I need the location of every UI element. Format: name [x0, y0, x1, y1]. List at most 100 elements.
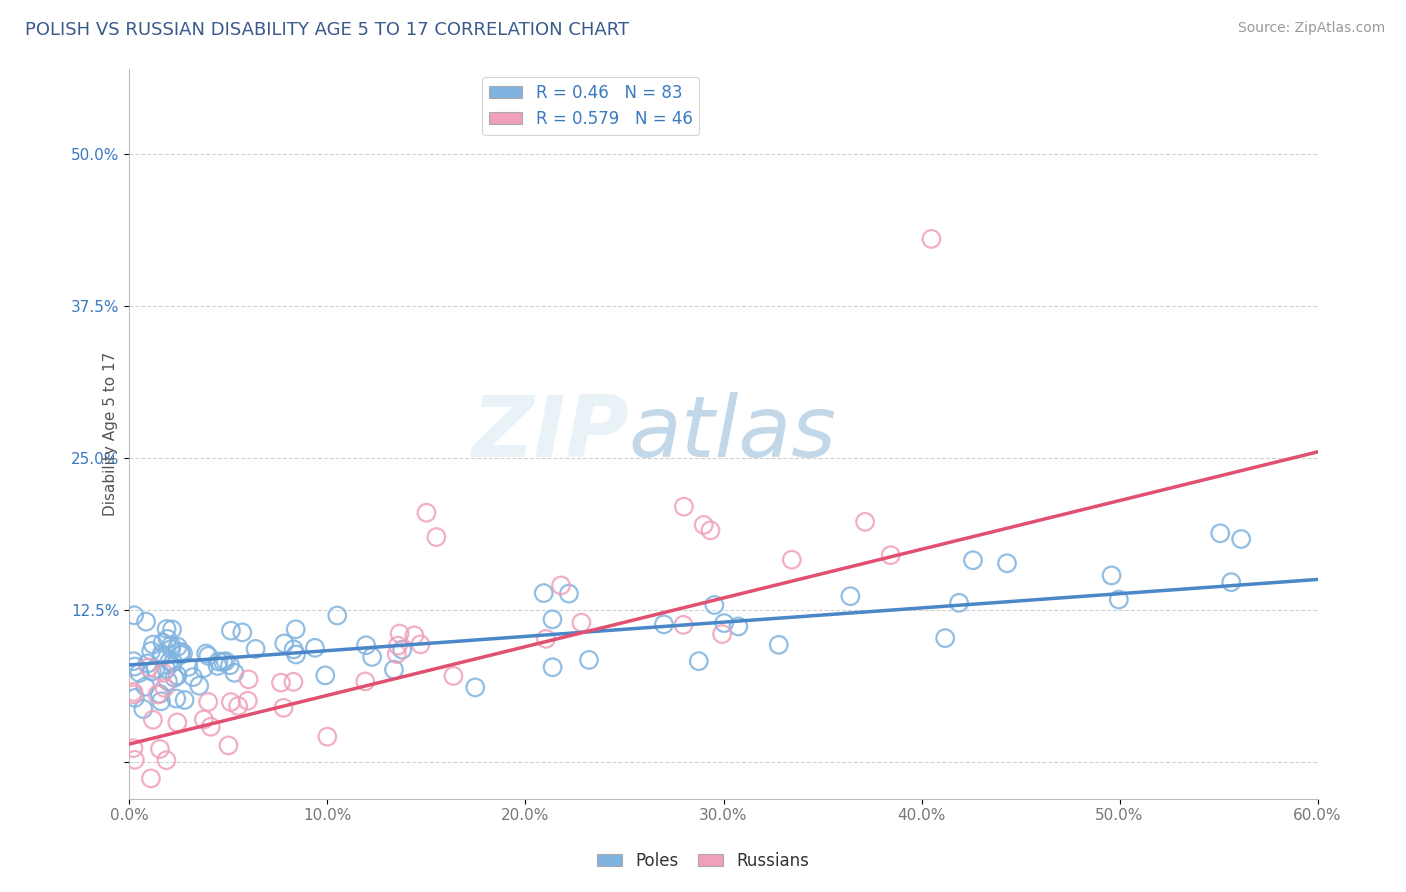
Point — [138, 660, 160, 674]
Point — [920, 232, 942, 246]
Point — [170, 645, 193, 659]
Point — [853, 515, 876, 529]
Point — [283, 642, 305, 657]
Point — [934, 631, 956, 645]
Point — [172, 646, 194, 660]
Point — [388, 626, 411, 640]
Point — [145, 662, 167, 676]
Point — [160, 639, 183, 653]
Point — [152, 665, 174, 680]
Point — [780, 552, 803, 566]
Point — [571, 615, 593, 630]
Point — [231, 625, 253, 640]
Point — [152, 635, 174, 649]
Legend: R = 0.46   N = 83, R = 0.579   N = 46: R = 0.46 N = 83, R = 0.579 N = 46 — [482, 77, 699, 135]
Point — [692, 517, 714, 532]
Point — [139, 772, 162, 786]
Legend: Poles, Russians: Poles, Russians — [591, 846, 815, 877]
Point — [122, 685, 145, 699]
Point — [141, 665, 163, 679]
Point — [995, 556, 1018, 570]
Point — [165, 691, 187, 706]
Point — [354, 674, 377, 689]
Point — [727, 619, 749, 633]
Point — [533, 586, 555, 600]
Point — [273, 636, 295, 650]
Point — [163, 671, 186, 685]
Point — [219, 624, 242, 638]
Point — [962, 553, 984, 567]
Point — [200, 720, 222, 734]
Point — [134, 680, 156, 694]
Point — [578, 653, 600, 667]
Point — [703, 598, 725, 612]
Y-axis label: Disability Age 5 to 17: Disability Age 5 to 17 — [104, 351, 118, 516]
Point — [135, 615, 157, 629]
Point — [166, 668, 188, 682]
Point — [285, 648, 308, 662]
Point — [212, 655, 235, 669]
Point — [177, 660, 200, 674]
Point — [387, 639, 409, 653]
Point — [711, 627, 734, 641]
Point — [1101, 568, 1123, 582]
Point — [948, 596, 970, 610]
Point — [713, 616, 735, 631]
Point — [155, 622, 177, 636]
Text: ZIP: ZIP — [471, 392, 628, 475]
Point — [415, 506, 437, 520]
Point — [1230, 532, 1253, 546]
Point — [197, 695, 219, 709]
Point — [409, 637, 432, 651]
Point — [173, 693, 195, 707]
Point — [236, 694, 259, 708]
Point — [534, 632, 557, 646]
Point — [207, 659, 229, 673]
Point — [699, 524, 721, 538]
Point — [558, 586, 581, 600]
Point — [124, 659, 146, 673]
Point — [181, 670, 204, 684]
Point — [688, 654, 710, 668]
Point — [385, 647, 408, 661]
Point — [1220, 575, 1243, 590]
Point — [150, 647, 173, 661]
Point — [166, 715, 188, 730]
Point — [193, 661, 215, 675]
Point — [142, 713, 165, 727]
Point — [149, 742, 172, 756]
Point — [464, 681, 486, 695]
Point — [1108, 592, 1130, 607]
Point — [880, 548, 903, 562]
Point — [361, 650, 384, 665]
Point — [207, 655, 229, 669]
Point — [124, 753, 146, 767]
Point — [122, 741, 145, 756]
Point — [238, 673, 260, 687]
Point — [672, 617, 695, 632]
Point — [672, 500, 695, 514]
Point — [391, 642, 413, 657]
Point — [155, 662, 177, 676]
Point — [839, 589, 862, 603]
Point — [166, 640, 188, 654]
Text: POLISH VS RUSSIAN DISABILITY AGE 5 TO 17 CORRELATION CHART: POLISH VS RUSSIAN DISABILITY AGE 5 TO 17… — [25, 21, 630, 38]
Point — [541, 612, 564, 626]
Point — [195, 647, 218, 661]
Point — [314, 668, 336, 682]
Point — [150, 694, 173, 708]
Point — [354, 638, 377, 652]
Point — [197, 648, 219, 663]
Text: atlas: atlas — [628, 392, 837, 475]
Point — [245, 641, 267, 656]
Point — [132, 702, 155, 716]
Point — [226, 698, 249, 713]
Point — [193, 713, 215, 727]
Point — [652, 617, 675, 632]
Point — [156, 674, 179, 689]
Point — [122, 608, 145, 623]
Point — [149, 687, 172, 701]
Point — [159, 655, 181, 669]
Point — [136, 657, 159, 671]
Point — [122, 687, 145, 701]
